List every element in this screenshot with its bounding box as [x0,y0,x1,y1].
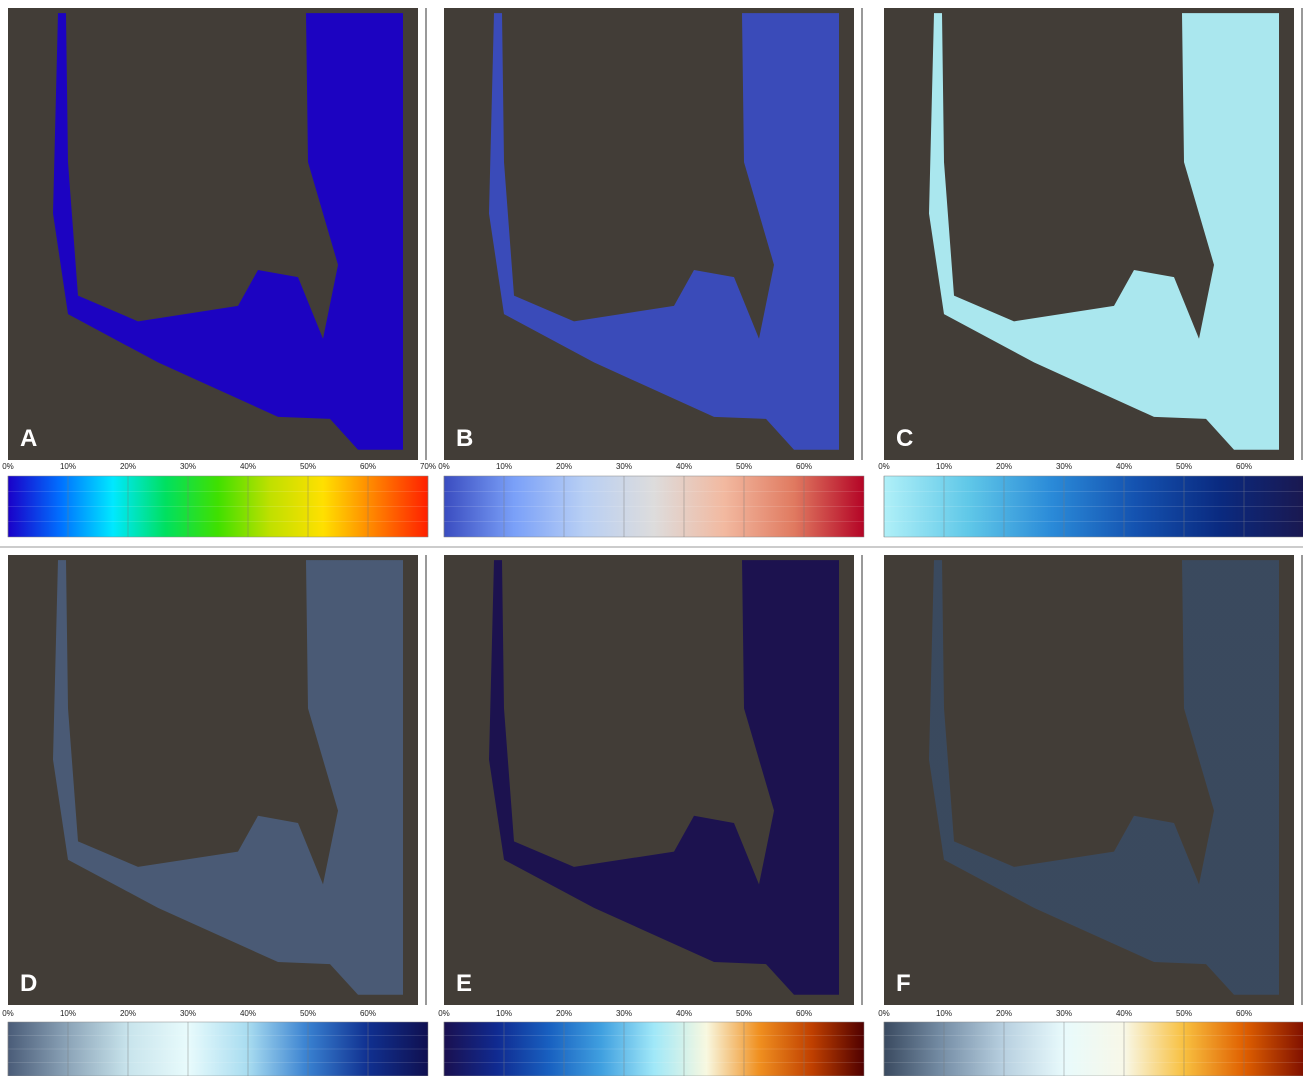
water-area [489,13,839,450]
colorbar-tick-label: 20% [996,1009,1012,1018]
colorbar-tick-label: 60% [360,462,376,471]
colorbar-tick-label: 10% [496,1009,512,1018]
colorbar-tick-label: 40% [1116,1009,1132,1018]
colorbar-tick-label: 10% [60,462,76,471]
colorbar-tick-label: 0% [878,462,890,471]
colorbar-tick-label: 10% [496,462,512,471]
panel-letter: E [456,970,472,997]
colorbar-tick-label: 10% [936,462,952,471]
colorbar-tick-label: 50% [1176,1009,1192,1018]
colorbar-tick-label: 20% [556,462,572,471]
water-area [53,560,403,995]
colorbar-tick-label: 0% [438,462,450,471]
colorbar-tick-label: 0% [438,1009,450,1018]
colorbar-tick-label: 30% [180,462,196,471]
colorbar-tick-label: 20% [120,1009,136,1018]
colorbar [7,1021,429,1076]
colorbar-tick-label: 20% [120,462,136,471]
colorbar-tick-label: 40% [240,1009,256,1018]
colorbar-tick-label: 50% [300,462,316,471]
colorbar-tick-label: 20% [556,1009,572,1018]
colorbar-tick-label: 0% [878,1009,890,1018]
colorbar [443,1021,865,1076]
panel-letter: B [456,425,473,452]
colorbar-tick-label: 0% [2,1009,14,1018]
water-area [489,560,839,995]
colorbar [7,475,429,538]
colorbar-tick-label: 60% [796,1009,812,1018]
colorbar-tick-label: 60% [360,1009,376,1018]
colorbar-tick-label: 0% [2,462,14,471]
colorbar-tick-label: 60% [796,462,812,471]
colorbar-tick-label: 40% [676,462,692,471]
colorbar-tick-label: 20% [996,462,1012,471]
colorbar-tick-label: 70% [420,462,436,471]
panel-letter: F [896,970,911,997]
panel-letter: D [20,970,37,997]
water-area [929,560,1279,995]
colorbar [883,1021,1303,1076]
colorbar-tick-label: 30% [1056,1009,1072,1018]
panel-letter: A [20,425,37,452]
water-area [929,13,1279,450]
colorbar-tick-label: 60% [1236,1009,1252,1018]
colorbar-tick-label: 10% [60,1009,76,1018]
colorbar-tick-label: 30% [616,462,632,471]
colorbar-tick-label: 50% [1176,462,1192,471]
colorbar-tick-label: 40% [240,462,256,471]
water-area [53,13,403,450]
colorbar-tick-label: 30% [180,1009,196,1018]
colorbar [883,475,1303,538]
colorbar-tick-label: 60% [1236,462,1252,471]
colorbar-tick-label: 50% [736,462,752,471]
colorbar-tick-label: 40% [676,1009,692,1018]
colorbar [443,475,865,538]
colorbar-tick-label: 40% [1116,462,1132,471]
panel-letter: C [896,425,913,452]
colorbar-tick-label: 50% [736,1009,752,1018]
colorbar-tick-label: 30% [1056,462,1072,471]
colorbar-tick-label: 10% [936,1009,952,1018]
colorbar-tick-label: 50% [300,1009,316,1018]
colorbar-tick-label: 30% [616,1009,632,1018]
